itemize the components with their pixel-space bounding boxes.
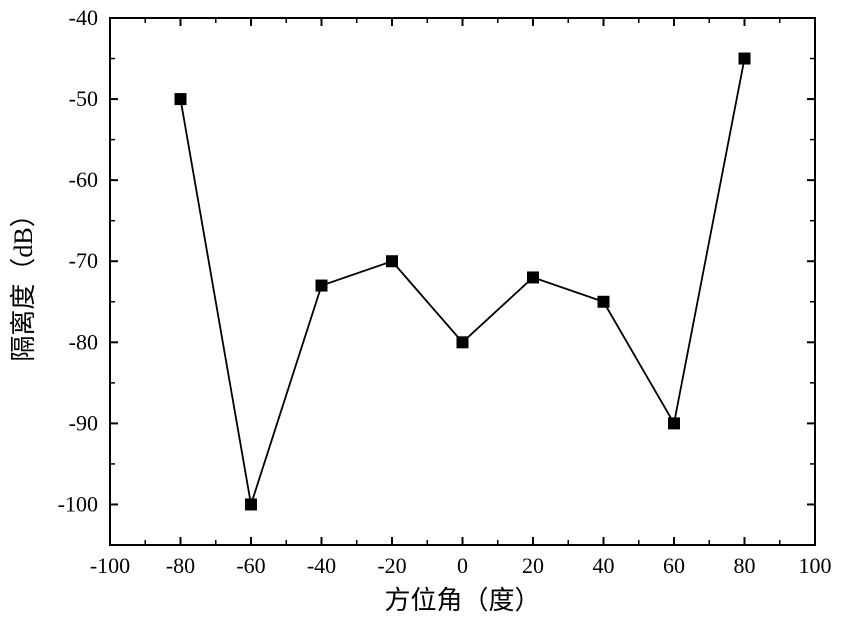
y-tick-label: -60 xyxy=(69,167,98,192)
x-tick-label: -60 xyxy=(236,553,265,578)
data-marker xyxy=(457,336,469,348)
x-tick-label: -20 xyxy=(377,553,406,578)
y-tick-label: -50 xyxy=(69,86,98,111)
data-marker xyxy=(175,93,187,105)
x-tick-label: -40 xyxy=(307,553,336,578)
y-tick-label: -100 xyxy=(58,491,98,516)
data-marker xyxy=(316,280,328,292)
y-tick-label: -80 xyxy=(69,329,98,354)
y-tick-label: -40 xyxy=(69,5,98,30)
x-axis-title: 方位角（度） xyxy=(384,586,540,615)
x-tick-label: 60 xyxy=(663,553,685,578)
x-tick-label: -100 xyxy=(90,553,130,578)
y-tick-label: -90 xyxy=(69,410,98,435)
x-tick-label: 0 xyxy=(457,553,468,578)
x-tick-label: 20 xyxy=(522,553,544,578)
y-tick-label: -70 xyxy=(69,248,98,273)
data-marker xyxy=(245,498,257,510)
data-marker xyxy=(668,417,680,429)
chart-container: -100 -80 -60 -40 -20 0 20 40 60 80 100 -100 -90 -80 -7… xyxy=(0,0,851,640)
data-marker xyxy=(527,271,539,283)
data-marker xyxy=(598,296,610,308)
data-marker xyxy=(739,53,751,65)
isolation-line-chart: -100 -80 -60 -40 -20 0 20 40 60 80 100 -100 -90 -80 -7… xyxy=(0,0,851,640)
y-axis-title: 隔离度（dB） xyxy=(9,201,38,361)
x-tick-label: 80 xyxy=(734,553,756,578)
data-marker xyxy=(386,255,398,267)
x-tick-label: 40 xyxy=(593,553,615,578)
x-tick-label: 100 xyxy=(799,553,832,578)
x-tick-label: -80 xyxy=(166,553,195,578)
